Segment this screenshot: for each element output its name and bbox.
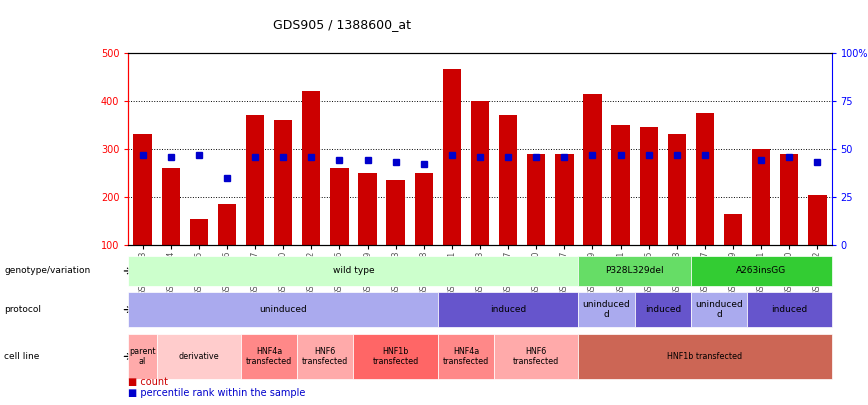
Bar [302, 91, 320, 245]
Bar [386, 180, 404, 245]
Bar [470, 101, 490, 245]
Text: P328L329del: P328L329del [605, 266, 664, 275]
Bar [189, 219, 208, 245]
Bar [246, 115, 264, 245]
Text: ■ count: ■ count [128, 377, 168, 387]
Bar [330, 168, 349, 245]
Bar [161, 168, 180, 245]
Bar [443, 70, 461, 245]
Text: uninduced
d: uninduced d [582, 300, 630, 319]
Text: induced: induced [772, 305, 807, 314]
Bar [696, 113, 714, 245]
Text: HNF4a
transfected: HNF4a transfected [246, 347, 293, 366]
Text: GDS905 / 1388600_at: GDS905 / 1388600_at [273, 18, 411, 31]
Text: ■ percentile rank within the sample: ■ percentile rank within the sample [128, 388, 306, 398]
Text: HNF6
transfected: HNF6 transfected [302, 347, 348, 366]
Bar [611, 125, 630, 245]
Bar [640, 127, 658, 245]
Bar [415, 173, 433, 245]
Bar [134, 134, 152, 245]
Text: cell line: cell line [4, 352, 40, 361]
Bar [808, 194, 826, 245]
Text: parent
al: parent al [129, 347, 155, 366]
Bar [358, 173, 377, 245]
Text: induced: induced [645, 305, 681, 314]
Bar [218, 204, 236, 245]
Bar [583, 94, 602, 245]
Text: genotype/variation: genotype/variation [4, 266, 90, 275]
Text: A263insGG: A263insGG [736, 266, 786, 275]
Text: derivative: derivative [179, 352, 219, 361]
Bar [274, 120, 293, 245]
Bar [724, 214, 742, 245]
Text: uninduced: uninduced [260, 305, 307, 314]
Bar [499, 115, 517, 245]
Text: wild type: wild type [332, 266, 374, 275]
Text: uninduced
d: uninduced d [695, 300, 743, 319]
Text: HNF6
transfected: HNF6 transfected [513, 347, 559, 366]
Bar [780, 153, 799, 245]
Bar [667, 134, 686, 245]
Text: induced: induced [490, 305, 526, 314]
Text: HNF1b transfected: HNF1b transfected [667, 352, 742, 361]
Text: HNF4a
transfected: HNF4a transfected [443, 347, 489, 366]
Text: protocol: protocol [4, 305, 42, 314]
Bar [752, 149, 771, 245]
Bar [527, 153, 545, 245]
Text: HNF1b
transfected: HNF1b transfected [372, 347, 418, 366]
Bar [556, 153, 574, 245]
